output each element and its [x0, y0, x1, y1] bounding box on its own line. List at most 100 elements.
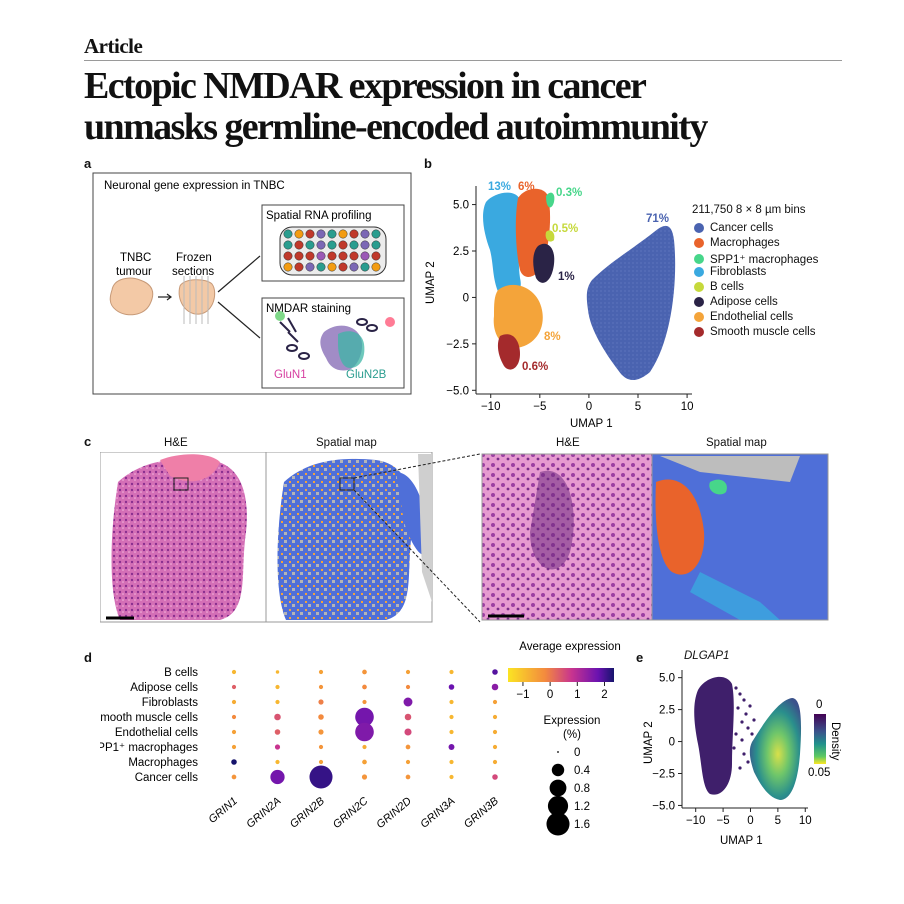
legend-item: Macrophages: [694, 237, 780, 249]
d-column-label: GRIN2D: [374, 795, 414, 831]
d-dot: [492, 729, 498, 735]
d-color-legend-title: Average expression: [519, 641, 620, 653]
spot: [327, 262, 337, 272]
d-dot: [275, 699, 280, 705]
panel-c-images: [100, 452, 829, 623]
pct-fibroblasts: 13%: [488, 181, 511, 193]
d-dot: [231, 744, 237, 750]
d-color-tick: 2: [601, 689, 607, 701]
panel-b-label: b: [424, 156, 432, 171]
legend-label: Macrophages: [710, 236, 780, 249]
d-dot: [449, 759, 454, 765]
spot: [305, 240, 315, 250]
d-size-legend: 0 0.4 0.8 1.2 1.6: [546, 747, 591, 836]
d-dot: [361, 774, 368, 780]
e-ytick: −2.5: [652, 769, 675, 781]
d-size-legend-label: 0.8: [574, 783, 590, 795]
e-ylabel: UMAP 2: [643, 721, 655, 764]
legend-swatch: [694, 237, 704, 248]
d-row-labels: B cells Adipose cells Fibroblasts Smooth mu…: [100, 667, 198, 784]
e-point: [744, 712, 748, 716]
e-colorbar-bottom: 0.05: [808, 767, 830, 779]
spot: [360, 240, 370, 250]
e-point: [742, 752, 746, 756]
spot: [338, 251, 348, 261]
spot: [294, 251, 304, 261]
d-dot: [403, 697, 413, 707]
b-ylabel: UMAP 2: [425, 261, 437, 304]
d-dot: [355, 707, 374, 727]
e-ytick: 2.5: [659, 705, 675, 717]
d-color-tick: −1: [516, 689, 529, 701]
d-column-label: GRIN2C: [331, 795, 371, 831]
b-xtick: 0: [586, 401, 592, 413]
legend-item: Smooth muscle cells: [694, 326, 815, 338]
legend-swatch: [694, 326, 704, 337]
e-scatter-points: [732, 686, 756, 770]
d-dot: [274, 744, 281, 750]
e-ytick: −5.0: [652, 800, 675, 812]
frozen-line1: Frozen: [176, 252, 212, 264]
legend-item: Fibroblasts: [694, 266, 766, 278]
spot: [316, 251, 326, 261]
spot: [305, 251, 315, 261]
e-point: [742, 698, 746, 702]
spot: [349, 240, 359, 250]
spot: [360, 262, 370, 272]
pct-spp1: 0.3%: [556, 187, 582, 199]
d-size-legend-dot: [551, 763, 565, 777]
d-size-legend-title-2: (%): [563, 729, 581, 741]
glun1-label: GluN1: [274, 369, 307, 381]
e-point: [746, 726, 750, 730]
legend-item: Adipose cells: [694, 296, 778, 308]
d-dot: [362, 684, 367, 690]
d-dot: [274, 713, 281, 721]
spot: [316, 229, 326, 239]
d-dot: [492, 669, 498, 675]
arrow-up-icon: [217, 255, 261, 293]
b-ytick: −2.5: [446, 339, 469, 351]
c-spatial-title: Spatial map: [316, 437, 377, 449]
d-dot: [318, 729, 324, 735]
title-line-2: unmasks germline-encoded autoimmunity: [84, 106, 708, 148]
d-column-labels: GRIN1 GRIN2A GRIN2B GRIN2C GRIN2D GRIN3A GRIN3…: [206, 795, 500, 831]
spot: [371, 229, 381, 239]
d-dot: [492, 714, 498, 720]
c-he-title: H&E: [164, 437, 188, 449]
spot: [371, 240, 381, 250]
pct-adipose: 1%: [558, 271, 575, 283]
d-column-label: GRIN1: [206, 795, 239, 826]
d-color-ticks: −1 0 1 2: [516, 682, 608, 701]
d-size-legend-dot: [557, 751, 559, 753]
legend-label: B cells: [710, 281, 744, 294]
legend-swatch: [694, 253, 704, 264]
d-dot: [274, 729, 281, 735]
panel-d-label: d: [84, 650, 92, 665]
e-colorbar: [814, 714, 826, 764]
spot: [327, 229, 337, 239]
d-dot: [231, 774, 237, 780]
d-size-legend-dot: [549, 779, 567, 797]
b-xtick: −5: [533, 401, 546, 413]
d-dot: [404, 713, 412, 721]
legend-swatch: [694, 297, 704, 307]
spot-array-icon: [279, 226, 387, 276]
cluster-endothelial: [493, 284, 543, 348]
spot: [371, 262, 381, 272]
spot: [349, 251, 359, 261]
d-column-label: GRIN2B: [288, 795, 327, 831]
panel-e-density: −10 −5 0 5 10 5.0 2.5 0 −2.5 −5.0 UMAP 1 UMAP 2 0…: [643, 670, 841, 847]
d-dot: [449, 669, 454, 675]
d-dot: [448, 744, 455, 750]
d-dot: [231, 684, 237, 690]
d-dot: [449, 714, 454, 720]
d-dot: [449, 699, 454, 705]
panel-a-label: a: [84, 156, 92, 171]
cluster-fibroblasts: [483, 192, 522, 298]
e-xtick: −10: [686, 815, 706, 827]
d-dot: [492, 774, 498, 780]
d-dot: [231, 759, 237, 765]
b-ytick: −5.0: [446, 385, 469, 397]
d-dot: [492, 699, 498, 705]
d-dot: [231, 714, 237, 720]
